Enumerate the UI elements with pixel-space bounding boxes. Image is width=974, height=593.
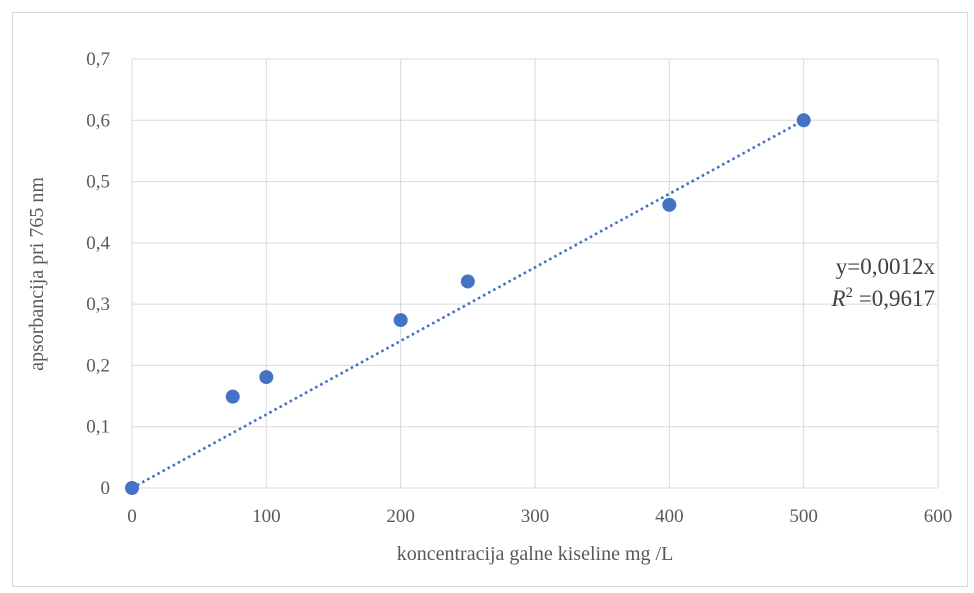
data-point bbox=[393, 313, 408, 328]
y-tick-label: 0,4 bbox=[86, 233, 110, 254]
x-tick-label: 500 bbox=[789, 506, 818, 527]
trendline bbox=[131, 119, 805, 490]
y-axis-title: apsorbancija pri 765 nm bbox=[26, 177, 48, 371]
x-tick-label: 300 bbox=[521, 506, 550, 527]
data-point bbox=[662, 197, 677, 212]
x-tick-label: 0 bbox=[127, 506, 137, 527]
x-tick-label: 200 bbox=[386, 506, 415, 527]
y-tick-label: 0,1 bbox=[86, 417, 110, 438]
gridlines bbox=[131, 58, 939, 489]
x-tick-label: 600 bbox=[924, 506, 953, 527]
y-tick-label: 0,3 bbox=[86, 294, 110, 315]
trendline-group bbox=[131, 119, 805, 490]
x-axis-title: koncentracija galne kiseline mg /L bbox=[397, 543, 674, 565]
x-tick-label: 100 bbox=[252, 506, 281, 527]
r-squared-symbol: R bbox=[830, 286, 845, 311]
r-squared-value: =0,9617 bbox=[853, 286, 935, 311]
data-point bbox=[225, 389, 240, 404]
y-tick-labels: 0 0,1 0,2 0,3 0,4 0,5 0,6 0,7 bbox=[86, 49, 110, 499]
data-point bbox=[259, 370, 274, 385]
trendline-equation: y=0,0012x bbox=[836, 254, 936, 279]
y-tick-label: 0,5 bbox=[86, 172, 110, 193]
data-point bbox=[125, 481, 139, 495]
data-point bbox=[796, 113, 811, 128]
r-squared-exponent: 2 bbox=[846, 285, 854, 301]
data-points bbox=[125, 113, 811, 495]
y-tick-label: 0,7 bbox=[86, 49, 110, 70]
y-tick-label: 0,6 bbox=[86, 110, 110, 131]
data-point bbox=[460, 274, 475, 289]
chart-area bbox=[12, 12, 968, 587]
x-tick-label: 400 bbox=[655, 506, 684, 527]
r-squared-label: R2 =0,9617 bbox=[830, 285, 935, 311]
y-tick-label: 0 bbox=[101, 478, 111, 499]
x-tick-labels: 0 100 200 300 400 500 600 bbox=[127, 506, 952, 527]
y-tick-label: 0,2 bbox=[86, 355, 110, 376]
